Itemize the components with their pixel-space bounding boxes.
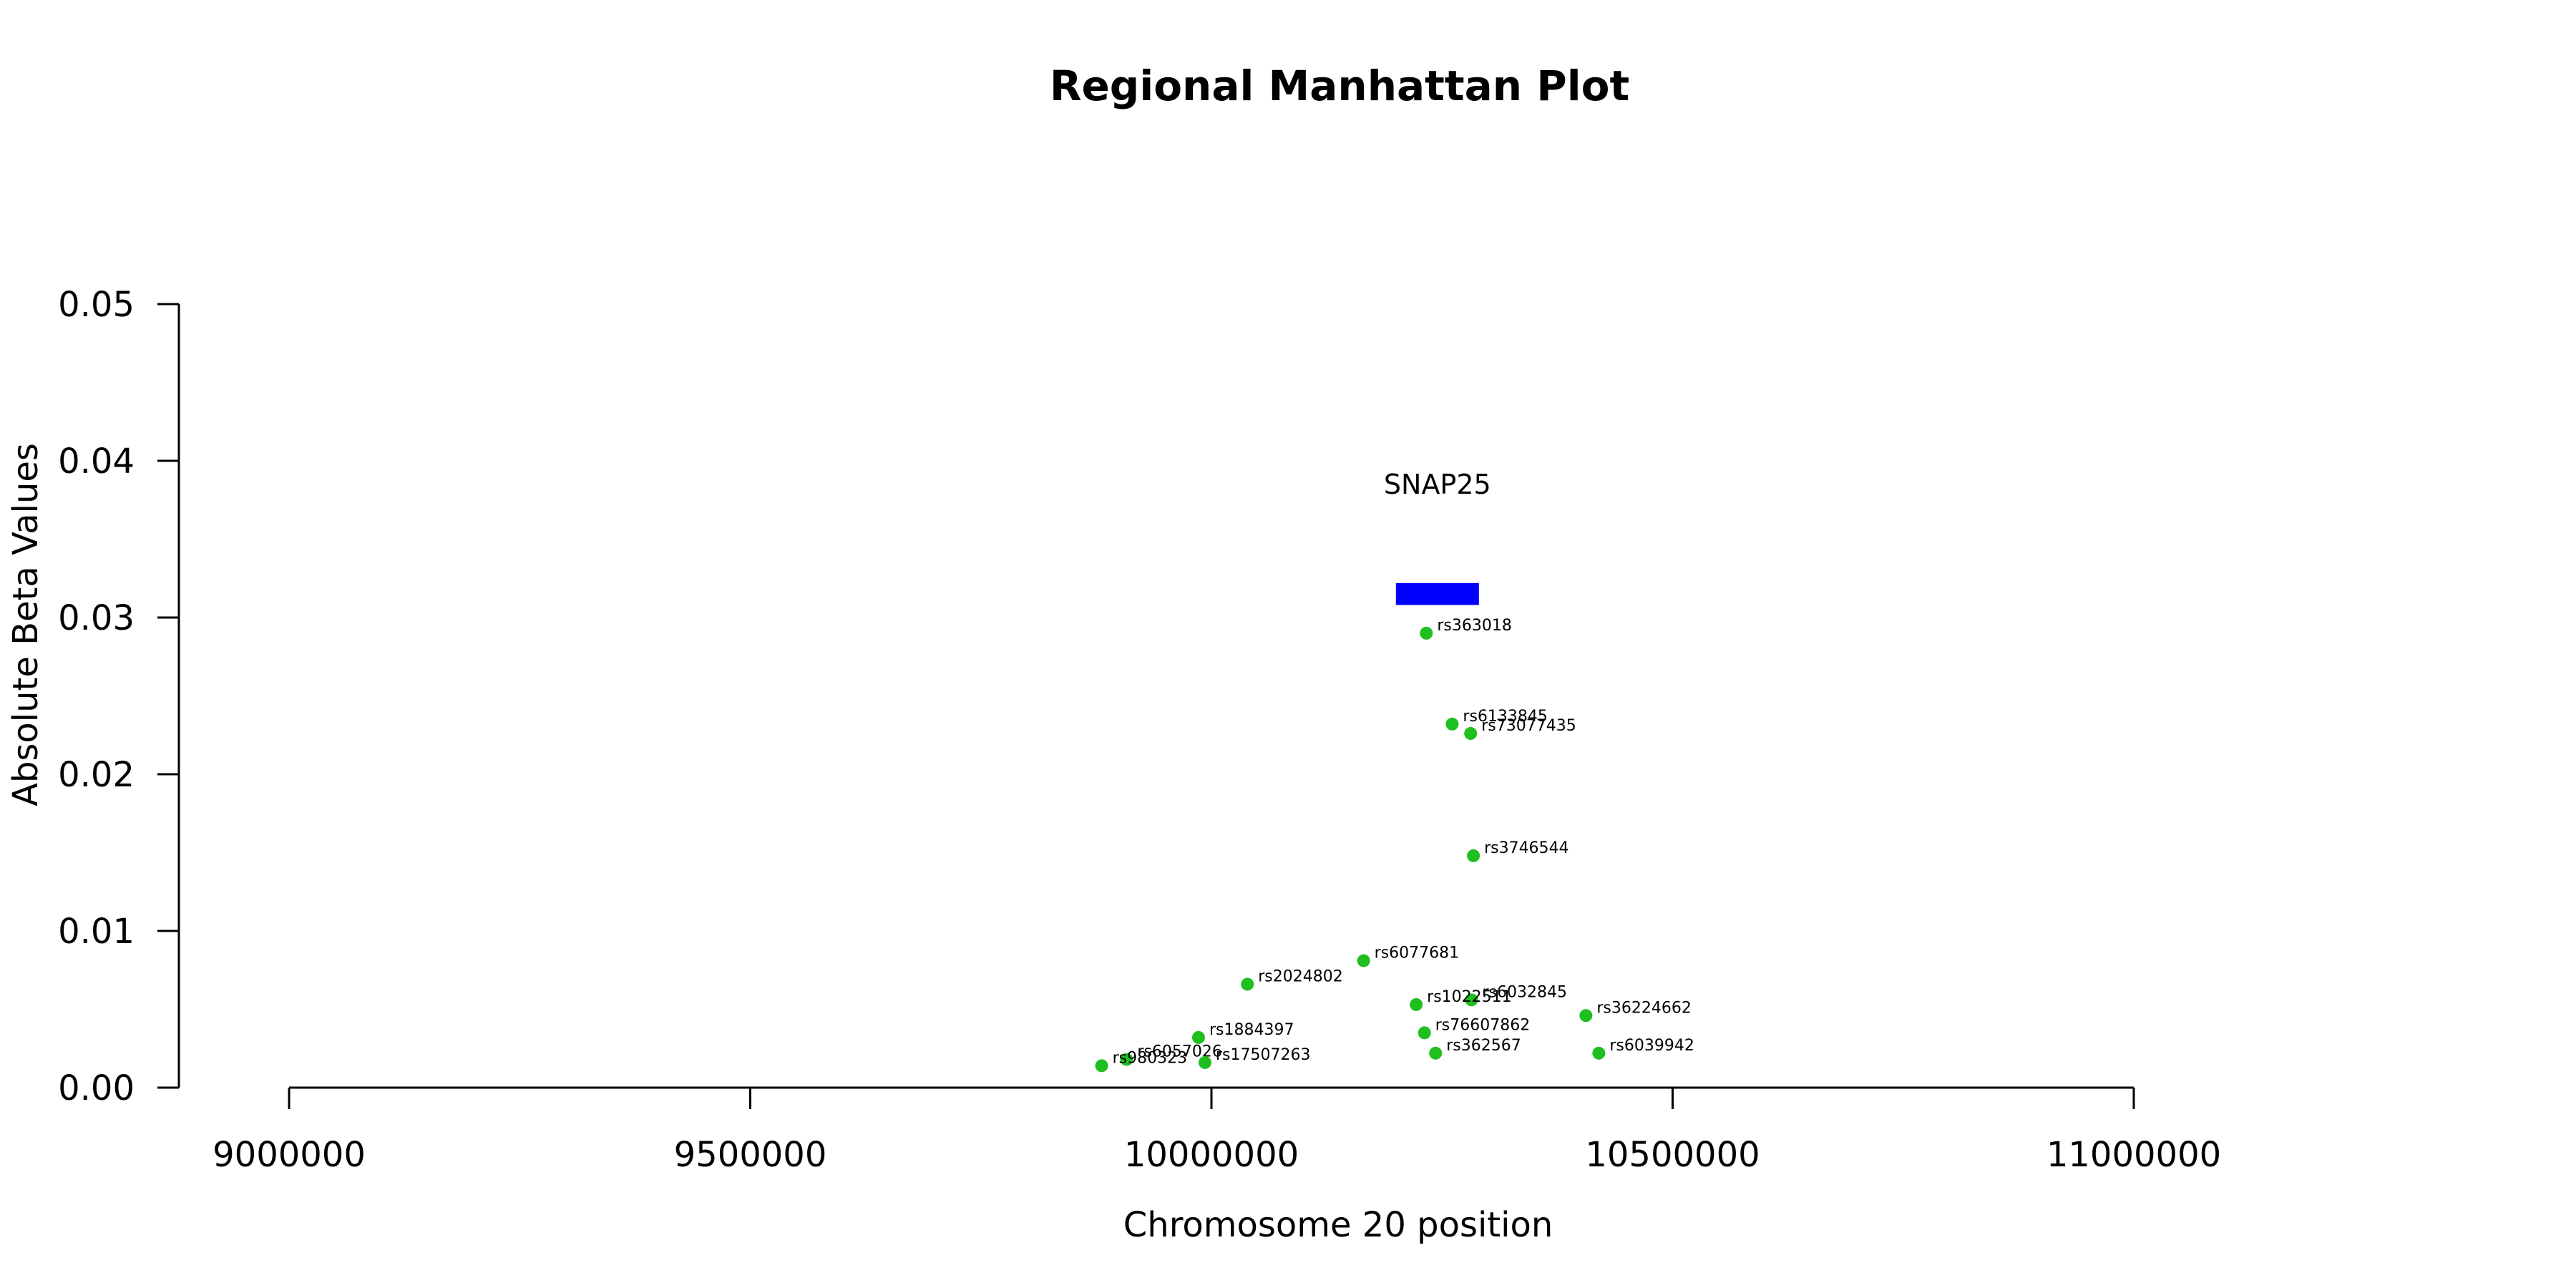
snp-label: rs6133845 xyxy=(1463,708,1548,726)
snp-label: rs1022511 xyxy=(1427,988,1512,1006)
snp-point xyxy=(1191,1030,1205,1044)
snp-point xyxy=(1241,977,1254,991)
snp-point xyxy=(1095,1059,1108,1073)
snp-label: rs2024802 xyxy=(1258,967,1343,985)
x-tick-label: 9500000 xyxy=(674,1135,827,1175)
snp-point xyxy=(1420,626,1433,640)
snp-label: rs362567 xyxy=(1446,1037,1521,1055)
gene-bar xyxy=(1395,582,1479,605)
snp-point xyxy=(1120,1053,1133,1066)
y-tick-label: 0.00 xyxy=(58,1068,135,1108)
x-axis-label: Chromosome 20 position xyxy=(1123,1205,1553,1245)
snp-label: rs73077435 xyxy=(1481,717,1576,735)
snp-point xyxy=(1592,1046,1606,1060)
snp-label: rs6032845 xyxy=(1482,983,1567,1001)
snp-point xyxy=(1579,1009,1593,1023)
y-axis: 0.00 0.01 0.02 0.03 0.04 0.05 xyxy=(58,285,180,1108)
snp-label: rs363018 xyxy=(1437,617,1511,635)
gene-label: SNAP25 xyxy=(1384,469,1491,500)
snp-point xyxy=(1198,1055,1211,1069)
y-tick-label: 0.01 xyxy=(58,912,135,952)
gene-annotation: SNAP25 xyxy=(1384,469,1491,605)
x-tick-label: 10500000 xyxy=(1585,1135,1760,1175)
snp-label: rs76607862 xyxy=(1435,1016,1530,1034)
y-tick-label: 0.02 xyxy=(58,755,135,795)
snp-point xyxy=(1464,727,1478,741)
snp-label: rs6039942 xyxy=(1609,1037,1694,1055)
snp-point xyxy=(1445,717,1459,731)
snp-label: rs3746544 xyxy=(1484,839,1569,857)
chart-title: Regional Manhattan Plot xyxy=(1050,62,1629,110)
y-tick-label: 0.03 xyxy=(58,598,135,638)
snp-point xyxy=(1410,997,1423,1011)
snp-label: rs6077681 xyxy=(1375,945,1460,962)
snp-label: rs1884397 xyxy=(1209,1021,1294,1039)
x-axis: 9000000 9500000 10000000 10500000 11000000 xyxy=(213,1086,2221,1175)
y-tick-label: 0.04 xyxy=(58,441,135,482)
snp-point xyxy=(1357,954,1370,967)
snp-point xyxy=(1467,849,1480,862)
y-tick-label: 0.05 xyxy=(58,285,135,325)
x-tick-label: 9000000 xyxy=(213,1135,366,1175)
snp-label: rs980323 xyxy=(1113,1049,1188,1067)
snp-point xyxy=(1429,1046,1443,1060)
x-tick-label: 10000000 xyxy=(1124,1135,1299,1175)
x-tick-label: 11000000 xyxy=(2046,1135,2221,1175)
snp-label: rs36224662 xyxy=(1596,999,1691,1017)
snp-point xyxy=(1418,1026,1431,1040)
y-axis-label: Absolute Beta Values xyxy=(6,443,46,806)
snp-point xyxy=(1465,993,1478,1007)
snp-label: rs17507263 xyxy=(1216,1046,1310,1064)
